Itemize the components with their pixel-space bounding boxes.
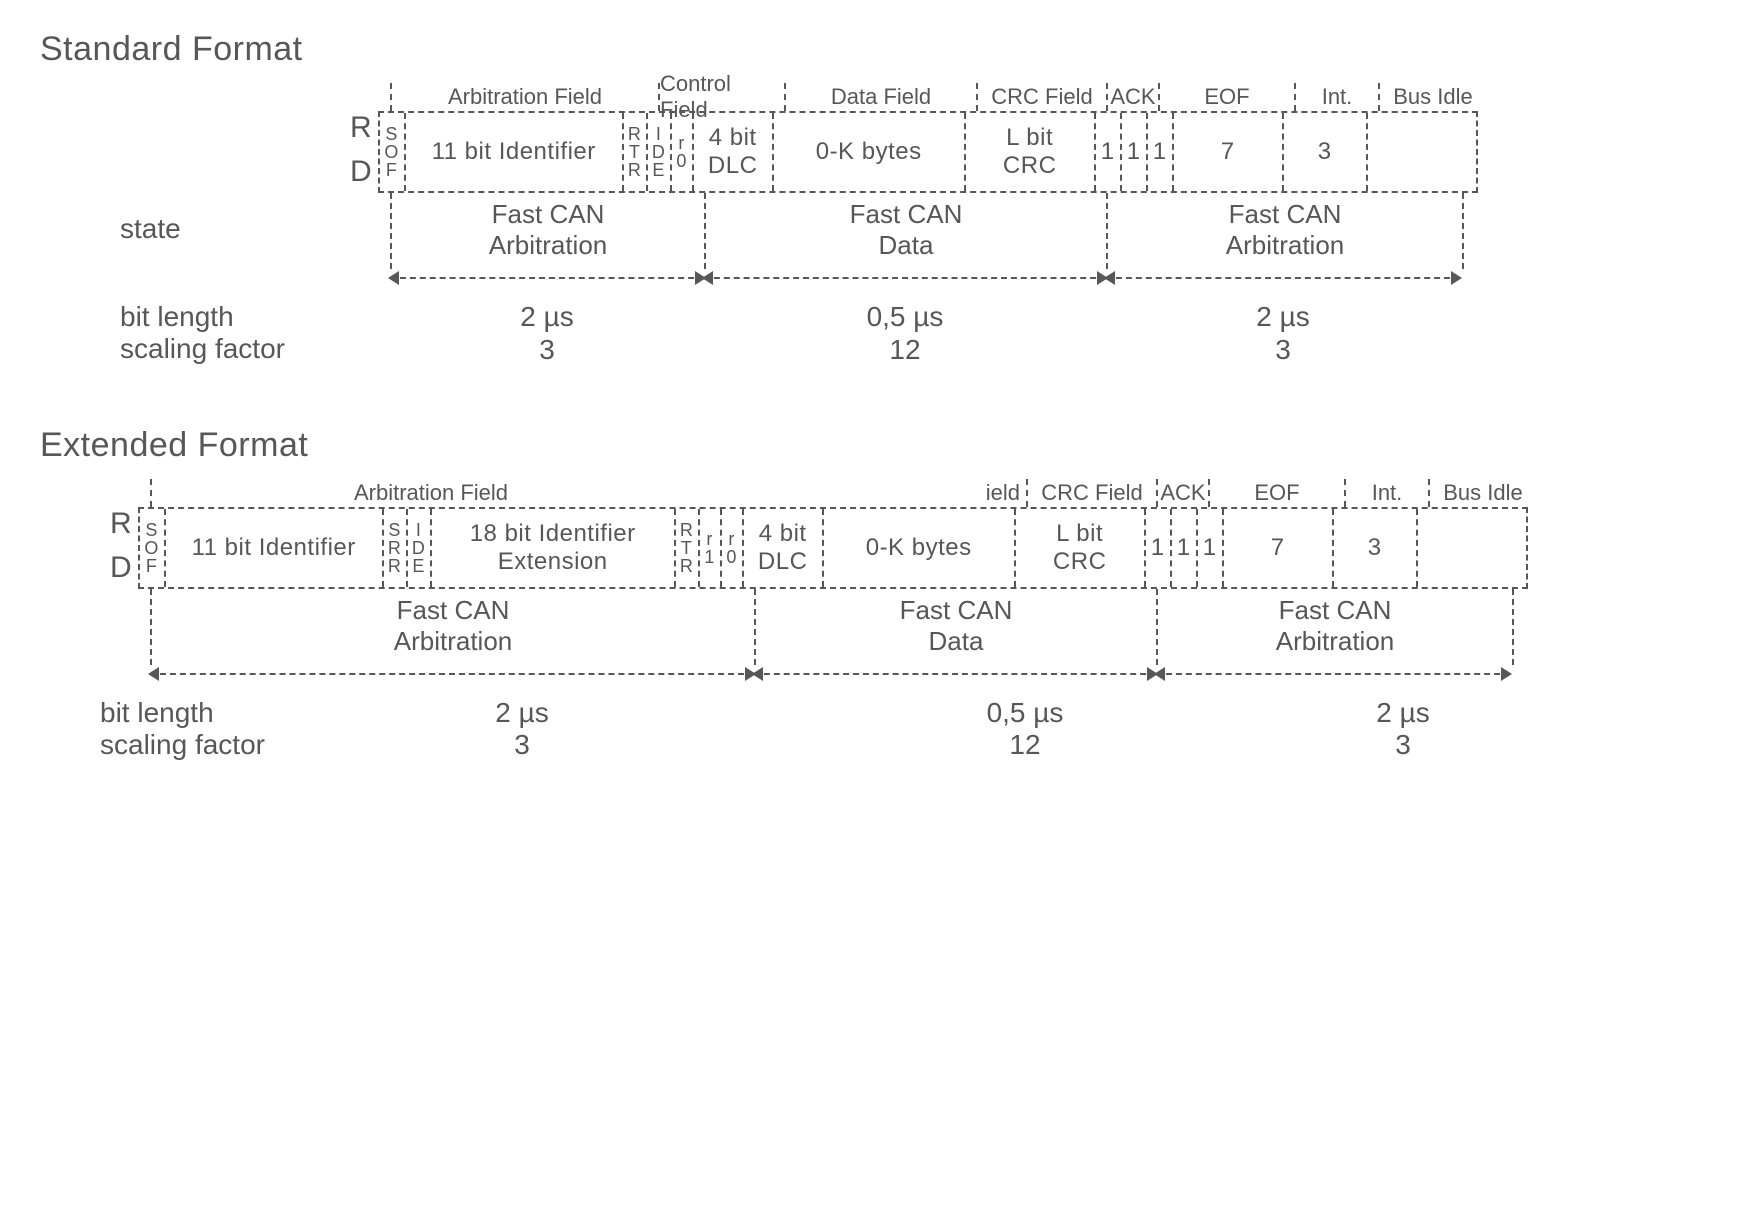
scale-arb1: 3 <box>390 334 704 366</box>
cell-ack3: 1 <box>1198 509 1224 587</box>
hdr-crc: CRC Field <box>976 83 1106 111</box>
extended-header-row: Arbitration Field ield CRC Field ACK EOF… <box>150 479 1536 507</box>
bitlen-label: bit length <box>120 301 234 333</box>
extended-bitlen-row: 2 µs 0,5 µs 2 µs <box>220 697 1580 729</box>
bitlen-arb2: 2 µs <box>1106 301 1460 333</box>
cell-r0: r0 <box>672 113 694 191</box>
hdr-ack: ACK <box>1106 83 1158 111</box>
hdr-arbitration: Arbitration Field <box>390 83 658 111</box>
cell-sof: SOF <box>140 509 166 587</box>
scale-arb2: 3 <box>1106 334 1460 366</box>
cell-rtr: RTR <box>676 509 700 587</box>
cell-bus <box>1368 113 1476 191</box>
hdr-crc: CRC Field <box>1026 479 1156 507</box>
extended-format-section: Extended Format Arbitration Field ield C… <box>40 426 1720 762</box>
cell-r0: r0 <box>722 509 744 587</box>
extended-scale-row: 3 12 3 <box>220 729 1580 761</box>
bitlen-data: 0,5 µs <box>824 697 1226 729</box>
extended-title: Extended Format <box>40 426 1720 465</box>
cell-ide: IDE <box>648 113 672 191</box>
bitlen-arb1: 2 µs <box>220 697 824 729</box>
scale-data: 12 <box>704 334 1106 366</box>
hdr-control: Control Field <box>658 83 784 111</box>
hdr-eof: EOF <box>1158 83 1294 111</box>
cell-dlc: 4 bitDLC <box>694 113 774 191</box>
bitlen-arb2: 2 µs <box>1226 697 1580 729</box>
cell-id11: 11 bit Identifier <box>166 509 384 587</box>
cell-sof: SOF <box>380 113 406 191</box>
rd-label: R D <box>110 507 132 585</box>
r-label: R <box>350 111 372 145</box>
hdr-ack: ACK <box>1156 479 1208 507</box>
standard-arrow-row <box>390 269 1464 287</box>
standard-title: Standard Format <box>40 30 1720 69</box>
cell-id18: 18 bit IdentifierExtension <box>432 509 676 587</box>
standard-bitlen-row: 2 µs 0,5 µs 2 µs <box>390 301 1460 333</box>
standard-scale-row: 3 12 3 <box>390 334 1460 366</box>
cell-int: 3 <box>1284 113 1368 191</box>
cell-eof: 7 <box>1224 509 1334 587</box>
hdr-bus-idle: Bus Idle <box>1428 479 1536 507</box>
rd-label: R D <box>350 111 372 189</box>
extended-state-row: Fast CANArbitration Fast CANData Fast CA… <box>150 589 1514 665</box>
bitlen-arb1: 2 µs <box>390 301 704 333</box>
cell-eof: 7 <box>1174 113 1284 191</box>
cell-dlc: 4 bitDLC <box>744 509 824 587</box>
cell-int: 3 <box>1334 509 1418 587</box>
cell-crc: L bitCRC <box>1016 509 1146 587</box>
scale-arb1: 3 <box>220 729 824 761</box>
cell-rtr: RTR <box>624 113 648 191</box>
state-label: state <box>120 193 181 265</box>
cell-bus <box>1418 509 1526 587</box>
cell-data: 0-K bytes <box>824 509 1016 587</box>
extended-arrow-row <box>150 665 1514 683</box>
cell-ack1: 1 <box>1146 509 1172 587</box>
hdr-data: Data Field <box>784 83 976 111</box>
bitlen-data: 0,5 µs <box>704 301 1106 333</box>
state-arb2: Fast CANArbitration <box>1108 193 1462 269</box>
cell-id11: 11 bit Identifier <box>406 113 624 191</box>
cell-ack3: 1 <box>1148 113 1174 191</box>
hdr-int: Int. <box>1294 83 1378 111</box>
cell-ack2: 1 <box>1172 509 1198 587</box>
standard-frame: SOF 11 bit Identifier RTR IDE r0 4 bitDL… <box>378 111 1478 193</box>
scale-label: scaling factor <box>120 333 285 365</box>
cell-r1: r1 <box>700 509 722 587</box>
scale-arb2: 3 <box>1226 729 1580 761</box>
cell-srr: SRR <box>384 509 408 587</box>
hdr-arbitration: Arbitration Field <box>150 479 710 507</box>
standard-state-row: Fast CANArbitration Fast CANData Fast CA… <box>390 193 1464 269</box>
bitlen-label: bit length <box>100 697 214 729</box>
d-label: D <box>110 551 132 585</box>
cell-crc: L bitCRC <box>966 113 1096 191</box>
hdr-bus-idle: Bus Idle <box>1378 83 1486 111</box>
standard-format-section: Standard Format Arbitration Field Contro… <box>40 30 1720 366</box>
cell-data: 0-K bytes <box>774 113 966 191</box>
cell-ack1: 1 <box>1096 113 1122 191</box>
extended-frame: SOF 11 bit Identifier SRR IDE 18 bit Ide… <box>138 507 1528 589</box>
hdr-ield: ield <box>710 479 1026 507</box>
state-data: Fast CANData <box>756 589 1158 665</box>
state-arb1: Fast CANArbitration <box>392 193 706 269</box>
scale-data: 12 <box>824 729 1226 761</box>
state-data: Fast CANData <box>706 193 1108 269</box>
standard-header-row: Arbitration Field Control Field Data Fie… <box>390 83 1486 111</box>
state-arb1: Fast CANArbitration <box>152 589 756 665</box>
r-label: R <box>110 507 132 541</box>
state-arb2: Fast CANArbitration <box>1158 589 1512 665</box>
hdr-eof: EOF <box>1208 479 1344 507</box>
cell-ack2: 1 <box>1122 113 1148 191</box>
d-label: D <box>350 155 372 189</box>
hdr-int: Int. <box>1344 479 1428 507</box>
cell-ide: IDE <box>408 509 432 587</box>
